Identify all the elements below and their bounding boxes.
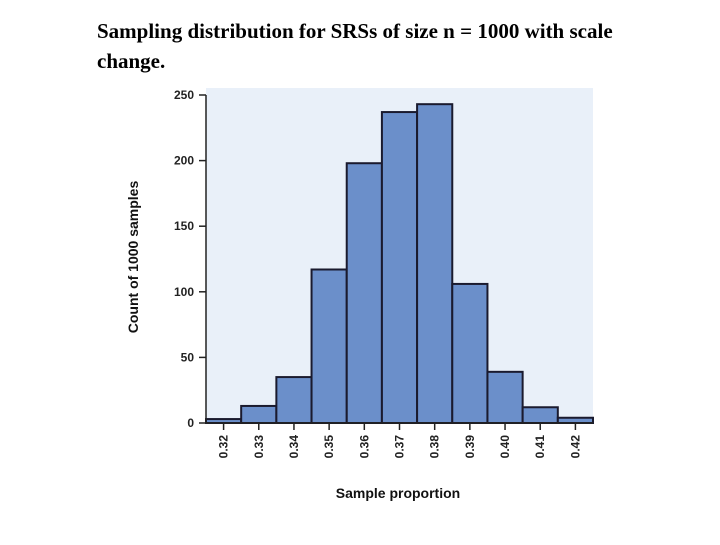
y-tick-label: 50: [181, 350, 195, 364]
x-tick-label: 0.34: [287, 435, 301, 459]
bar-0.42: [556, 416, 594, 425]
x-tick-label: 0.37: [393, 435, 407, 459]
bar-0.41: [521, 406, 559, 425]
bar-0.37: [380, 111, 419, 424]
y-tick-label: 0: [187, 416, 194, 430]
y-axis-title: Count of 1000 samples: [125, 181, 141, 334]
x-tick-label: 0.35: [322, 435, 336, 459]
x-tick-label: 0.42: [568, 435, 582, 459]
x-axis: 0.32 0.33 0.34 0.35 0.36 0.37 0.38 0.39 0.40 0.41…: [206, 422, 593, 459]
bar-0.40: [486, 370, 524, 424]
y-axis: 0 50 100 150 200 250: [174, 88, 207, 430]
bar-0.39: [451, 282, 489, 425]
slide-title: Sampling distribution for SRSs of size n…: [97, 19, 613, 73]
y-tick-label: 150: [174, 219, 194, 233]
x-tick-label: 0.32: [217, 435, 231, 459]
bar-0.33: [240, 404, 278, 424]
y-tick-label: 200: [174, 154, 194, 168]
x-axis-title: Sample proportion: [336, 485, 460, 501]
bar-0.36: [345, 162, 383, 424]
x-tick-label: 0.41: [533, 435, 547, 459]
x-tick-label: 0.40: [498, 435, 512, 459]
x-tick-label: 0.38: [428, 435, 442, 459]
x-tick-label: 0.39: [463, 435, 477, 459]
x-tick-label: 0.36: [357, 435, 371, 459]
x-tick-label: 0.33: [252, 435, 266, 459]
bar-0.34: [275, 376, 313, 424]
bar-0.38: [416, 103, 454, 425]
bars-group: [205, 103, 594, 425]
bar-0.35: [310, 268, 348, 424]
y-tick-label: 100: [174, 285, 194, 299]
y-tick-label: 250: [174, 88, 194, 102]
